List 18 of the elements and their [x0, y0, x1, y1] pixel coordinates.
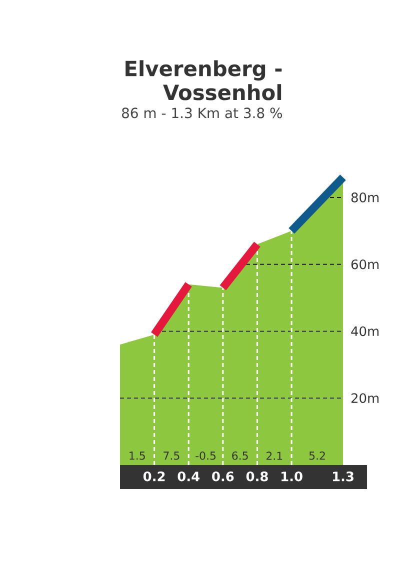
annotation: 2.1	[266, 452, 282, 460]
x-tick-label: 0.4	[178, 472, 200, 482]
annotation: 1.5	[130, 452, 145, 460]
chart-title: Elverenberg - Vossenhol	[126, 60, 282, 100]
x-tick-label: 0.6	[212, 472, 234, 482]
y-tick-label: 40m	[351, 326, 379, 336]
chart-subtitle: 86 m - 1.3 Km at 3.8 %	[122, 108, 282, 118]
x-tick-label: 1.0	[282, 472, 302, 482]
x-tick-label: 0.8	[246, 472, 268, 482]
annotation: 7.5	[164, 452, 180, 460]
annotation: 6.5	[232, 452, 248, 460]
y-tick-label: 20m	[351, 393, 379, 404]
x-tick-label: 0.2	[143, 472, 165, 482]
annotation: -0.5	[196, 452, 216, 460]
annotation: 5.2	[309, 452, 325, 460]
y-tick-label: 80m	[351, 192, 379, 202]
x-tick-label: 1.3	[333, 472, 354, 482]
y-tick-label: 60m	[351, 259, 379, 270]
